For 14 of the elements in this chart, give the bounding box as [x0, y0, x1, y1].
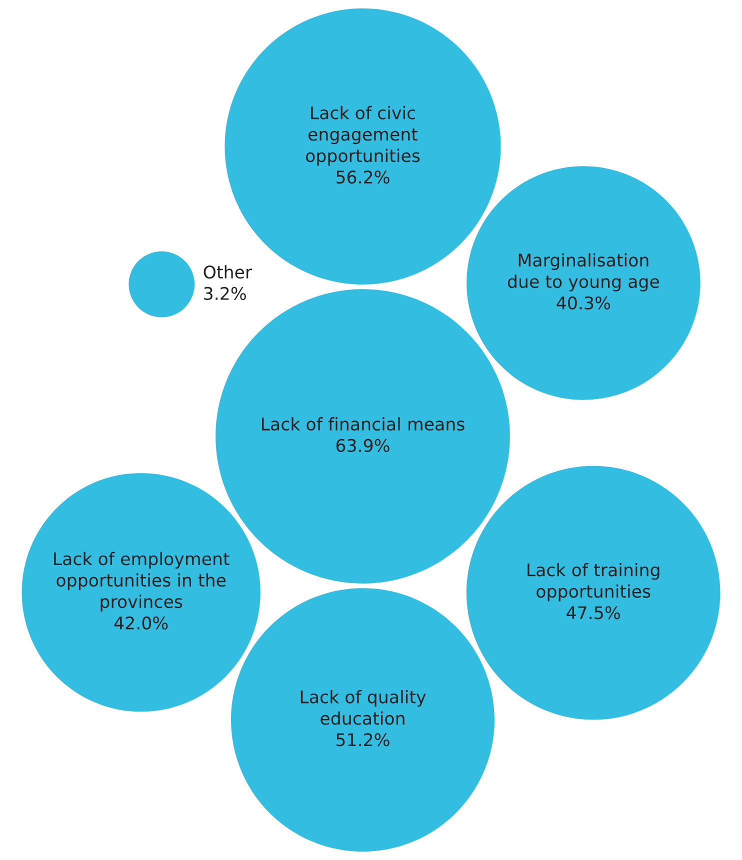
- category-label: Lack of training opportunities: [528, 562, 660, 602]
- data-label: 42.0%: [114, 616, 168, 630]
- category-label: Marginalisation due to young age: [508, 253, 659, 292]
- category-label: Lack of employment opportunities in the provinces: [54, 552, 230, 612]
- data-label: 56.2%: [336, 170, 390, 184]
- data-label: 51.2%: [336, 733, 390, 746]
- data-label: 47.5%: [566, 606, 620, 620]
- category-label: Lack of civic engagement opportunities: [306, 106, 420, 166]
- category-label: Lack of financial means: [262, 417, 464, 431]
- data-label: 3.2%: [204, 286, 246, 300]
- data-label: 63.9%: [336, 438, 390, 452]
- category-label: Lack of quality education: [300, 690, 426, 725]
- data-label: 40.3%: [556, 296, 610, 310]
- category-label: Other: [204, 265, 252, 279]
